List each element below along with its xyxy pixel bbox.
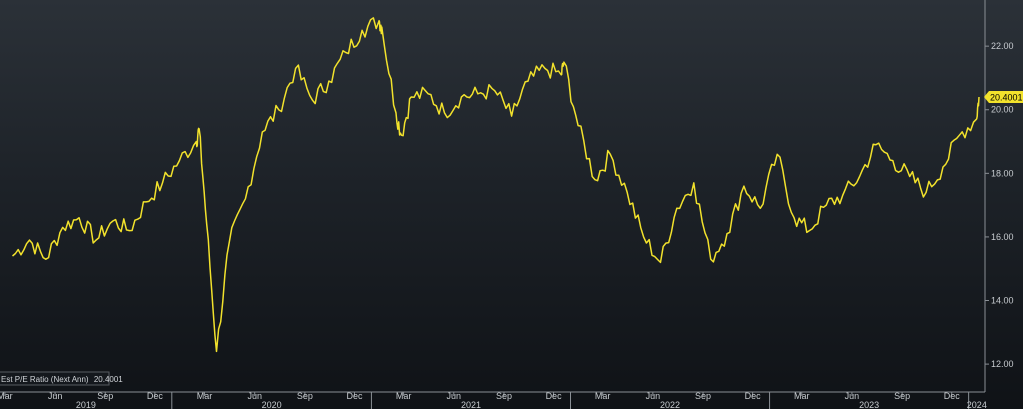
y-tick-label: 22.00 [991, 41, 1014, 51]
year-label: 2019 [76, 400, 96, 409]
x-tick-label: Sep [297, 391, 313, 401]
plot-area [12, 17, 980, 353]
x-tick-label: Jun [447, 391, 462, 401]
y-tick-label: 18.00 [991, 168, 1014, 178]
year-label: 2023 [859, 400, 879, 409]
x-tick-label: Mar [0, 391, 13, 401]
y-tick-label: 16.00 [991, 232, 1014, 242]
legend-box [0, 371, 110, 386]
x-tick-label: Dec [546, 391, 563, 401]
y-tick-label: 12.00 [991, 359, 1014, 369]
y-axis: 12.00 14.00 16.00 18.00 20.00 22.00 20.4001 [984, 0, 1023, 392]
x-tick-label: Dec [347, 391, 364, 401]
x-axis: Mar Jun Sep Dec Mar Jun Sep Dec Mar Jun Sep Dec Mar J… [0, 391, 987, 409]
y-tick-label: 14.00 [991, 296, 1014, 306]
x-tick-label: Mar [197, 391, 213, 401]
year-label: 2021 [461, 400, 481, 409]
legend: Est P/E Ratio (Next Ann) 20.4001 [0, 371, 123, 386]
series-line [12, 17, 980, 353]
year-label: 2020 [262, 400, 282, 409]
x-tick-label: Mar [595, 391, 611, 401]
x-tick-label: Dec [745, 391, 762, 401]
legend-series-value: 20.4001 [94, 375, 123, 384]
x-tick-label: Jun [646, 391, 661, 401]
last-value-badge [984, 91, 1023, 104]
x-tick-label: Mar [396, 391, 412, 401]
svg-text:Est P/E Ratio (Next Ann): Est P/E Ratio (Next Ann) 20.4001 [1, 375, 123, 384]
year-label: 2024 [967, 400, 987, 409]
last-value-label: 20.4001 [990, 93, 1023, 103]
year-label: 2022 [660, 400, 680, 409]
x-tick-label: Dec [944, 391, 961, 401]
x-tick-label: Jun [845, 391, 860, 401]
x-tick-label: Jun [48, 391, 63, 401]
x-tick-label: Sep [695, 391, 711, 401]
x-tick-label: Sep [894, 391, 910, 401]
x-tick-label: Sep [496, 391, 512, 401]
y-tick-label: 20.00 [991, 105, 1014, 115]
x-tick-label: Dec [147, 391, 164, 401]
x-tick-label: Mar [794, 391, 810, 401]
x-tick-label: Jun [247, 391, 262, 401]
legend-series-name: Est P/E Ratio (Next Ann) [1, 375, 89, 384]
x-tick-label: Sep [97, 391, 113, 401]
